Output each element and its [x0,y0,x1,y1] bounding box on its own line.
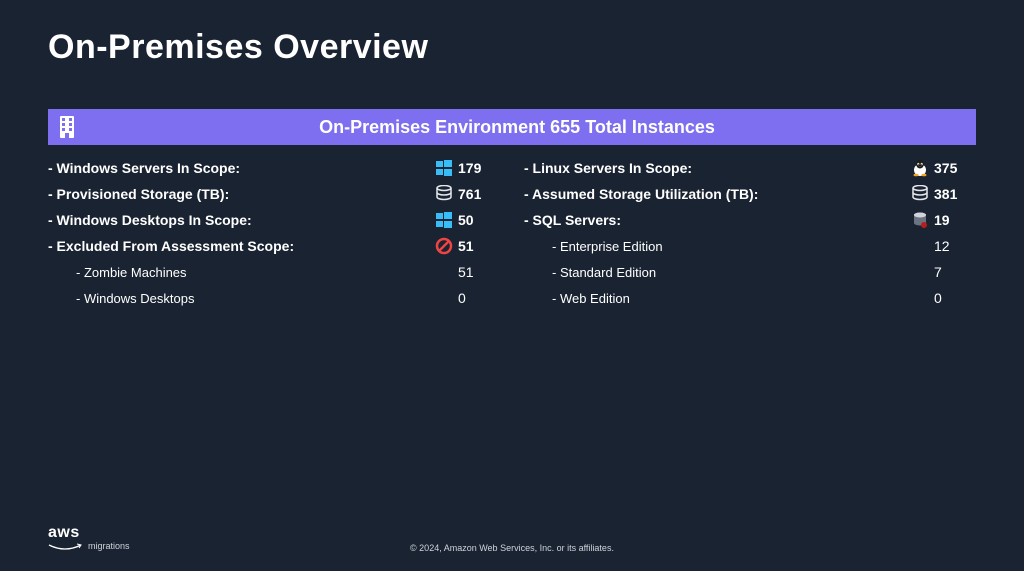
row-sql-servers: - SQL Servers: 19 [524,207,976,233]
value: 761 [458,186,500,202]
value: 19 [934,212,976,228]
aws-logo: aws migrations [48,525,130,553]
banner-text: On-Premises Environment 655 Total Instan… [78,117,976,138]
label: - SQL Servers: [524,212,906,228]
row-enterprise: - Enterprise Edition 12 [524,233,976,259]
value: 51 [458,238,500,254]
label: - Standard Edition [524,265,906,280]
row-assumed-storage: - Assumed Storage Utilization (TB): 381 [524,181,976,207]
row-standard: - Standard Edition 7 [524,259,976,285]
sql-icon [906,211,934,229]
row-zombie: - Zombie Machines 51 [48,259,500,285]
excluded-icon [430,237,458,255]
columns: - Windows Servers In Scope: 179 - Provis… [48,155,976,311]
label: - Assumed Storage Utilization (TB): [524,186,906,202]
label: - Zombie Machines [48,265,430,280]
row-provisioned-storage: - Provisioned Storage (TB): 761 [48,181,500,207]
label: - Web Edition [524,291,906,306]
linux-icon [906,159,934,177]
value: 7 [934,264,976,280]
copyright-text: © 2024, Amazon Web Services, Inc. or its… [410,543,614,553]
storage-icon [906,185,934,203]
row-windows-servers: - Windows Servers In Scope: 179 [48,155,500,181]
left-column: - Windows Servers In Scope: 179 - Provis… [48,155,500,311]
label: - Linux Servers In Scope: [524,160,906,176]
value: 51 [458,264,500,280]
value: 12 [934,238,976,254]
value: 0 [934,290,976,306]
row-excluded: - Excluded From Assessment Scope: 51 [48,233,500,259]
storage-icon [430,185,458,203]
windows-icon [430,160,458,176]
value: 0 [458,290,500,306]
environment-banner: On-Premises Environment 655 Total Instan… [48,109,976,145]
slide: On-Premises Overview On-Premises Environ… [0,0,1024,571]
aws-swoosh-icon [48,543,82,553]
label: - Excluded From Assessment Scope: [48,238,430,254]
logo-subtext: migrations [88,541,130,553]
page-title: On-Premises Overview [48,28,976,67]
footer: aws migrations © 2024, Amazon Web Servic… [0,543,1024,553]
aws-wordmark: aws [48,525,82,553]
windows-icon [430,212,458,228]
row-windows-desktops-sub: - Windows Desktops 0 [48,285,500,311]
row-linux-servers: - Linux Servers In Scope: 375 [524,155,976,181]
building-icon [56,114,78,140]
row-windows-desktops: - Windows Desktops In Scope: 50 [48,207,500,233]
label: - Provisioned Storage (TB): [48,186,430,202]
right-column: - Linux Servers In Scope: 375 [524,155,976,311]
value: 375 [934,160,976,176]
value: 179 [458,160,500,176]
value: 381 [934,186,976,202]
label: - Windows Desktops [48,291,430,306]
row-web: - Web Edition 0 [524,285,976,311]
label: - Enterprise Edition [524,239,906,254]
value: 50 [458,212,500,228]
label: - Windows Desktops In Scope: [48,212,430,228]
label: - Windows Servers In Scope: [48,160,430,176]
